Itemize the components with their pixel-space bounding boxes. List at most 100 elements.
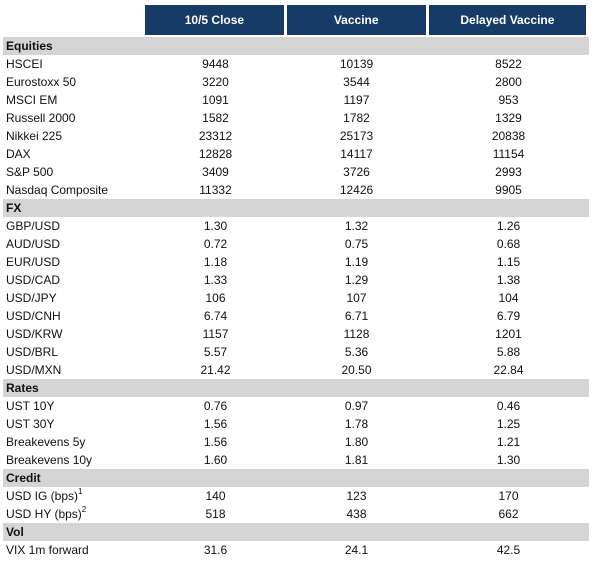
value-cell: 14117 bbox=[340, 147, 373, 161]
row-label-text: Breakevens 10y bbox=[6, 453, 93, 467]
value-cell: 107 bbox=[346, 291, 367, 305]
value-cell: 1.38 bbox=[496, 273, 521, 287]
column-header-vaccine: Vaccine bbox=[286, 5, 426, 35]
value-cell: 0.76 bbox=[203, 399, 228, 413]
value-cell: 5.88 bbox=[496, 345, 521, 359]
value-cell: 0.72 bbox=[203, 237, 228, 251]
value-cell: 6.71 bbox=[344, 309, 369, 323]
value-cell: 1.15 bbox=[496, 255, 521, 269]
table-row: UST 30Y 1.56 1.78 1.25 bbox=[3, 415, 589, 433]
value-cell: 104 bbox=[498, 291, 519, 305]
table-row: VIX 1m forward 31.6 24.1 42.5 bbox=[3, 541, 589, 559]
row-label: USD/MXN bbox=[3, 361, 146, 379]
value-cell: 3220 bbox=[202, 75, 229, 89]
table-row: USD/KRW 1157 1128 1201 bbox=[3, 325, 589, 343]
table-row: S&P 500 3409 3726 2993 bbox=[3, 163, 589, 181]
value-cell: 24.1 bbox=[344, 543, 369, 557]
value-cell: 1201 bbox=[495, 327, 522, 341]
row-label: AUD/USD bbox=[3, 235, 146, 253]
footnote-marker: 1 bbox=[78, 487, 83, 496]
row-label: Breakevens 5y bbox=[3, 433, 146, 451]
section-header-fx: FX bbox=[3, 199, 589, 217]
table-row: AUD/USD 0.72 0.75 0.68 bbox=[3, 235, 589, 253]
row-label-text: MSCI EM bbox=[6, 93, 58, 107]
value-cell: 0.68 bbox=[496, 237, 521, 251]
row-label: UST 30Y bbox=[3, 415, 146, 433]
row-label-text: Russell 2000 bbox=[6, 111, 76, 125]
row-label-text: AUD/USD bbox=[6, 237, 61, 251]
value-cell: 1.30 bbox=[203, 219, 228, 233]
row-label-text: USD/BRL bbox=[6, 345, 59, 359]
value-cell: 0.75 bbox=[344, 237, 369, 251]
value-cell: 1.56 bbox=[203, 417, 228, 431]
row-label-text: GBP/USD bbox=[6, 219, 61, 233]
section-header-vol: Vol bbox=[3, 523, 589, 541]
header-row: 10/5 Close Vaccine Delayed Vaccine bbox=[3, 5, 589, 35]
table-row: USD/BRL 5.57 5.36 5.88 bbox=[3, 343, 589, 361]
row-label: DAX bbox=[3, 145, 146, 163]
row-label: USD/CAD bbox=[3, 271, 146, 289]
value-cell: 0.46 bbox=[496, 399, 521, 413]
value-cell: 6.74 bbox=[203, 309, 228, 323]
value-cell: 25173 bbox=[339, 129, 374, 143]
value-cell: 6.79 bbox=[496, 309, 521, 323]
value-cell: 2800 bbox=[495, 75, 522, 89]
value-cell: 0.97 bbox=[344, 399, 369, 413]
row-label: USD HY (bps)2 bbox=[3, 505, 146, 523]
value-cell: 1091 bbox=[202, 93, 229, 107]
value-cell: 1.25 bbox=[496, 417, 521, 431]
value-cell: 42.5 bbox=[496, 543, 521, 557]
row-label-text: DAX bbox=[6, 147, 31, 161]
value-cell: 1197 bbox=[343, 93, 370, 107]
row-label: MSCI EM bbox=[3, 91, 146, 109]
row-label: USD/BRL bbox=[3, 343, 146, 361]
value-cell: 106 bbox=[205, 291, 226, 305]
table-row: Russell 2000 1582 1782 1329 bbox=[3, 109, 589, 127]
table-row: Eurostoxx 50 3220 3544 2800 bbox=[3, 73, 589, 91]
value-cell: 11332 bbox=[199, 183, 232, 197]
row-label-text: UST 30Y bbox=[6, 417, 55, 431]
table-row: USD/JPY 106 107 104 bbox=[3, 289, 589, 307]
table-row: DAX 12828 14117 11154 bbox=[3, 145, 589, 163]
value-cell: 1582 bbox=[202, 111, 229, 125]
section-header-rates: Rates bbox=[3, 379, 589, 397]
scenario-table: 10/5 Close Vaccine Delayed Vaccine Equit… bbox=[3, 5, 589, 559]
row-label-text: USD/KRW bbox=[6, 327, 63, 341]
value-cell: 3409 bbox=[202, 165, 229, 179]
value-cell: 12426 bbox=[339, 183, 374, 197]
value-cell: 662 bbox=[498, 507, 519, 521]
table-row: USD/CAD 1.33 1.29 1.38 bbox=[3, 271, 589, 289]
row-label: USD/CNH bbox=[3, 307, 146, 325]
value-cell: 123 bbox=[346, 489, 367, 503]
row-label: Eurostoxx 50 bbox=[3, 73, 146, 91]
row-label-text: EUR/USD bbox=[6, 255, 61, 269]
row-label-text: VIX 1m forward bbox=[6, 543, 89, 557]
row-label: Russell 2000 bbox=[3, 109, 146, 127]
row-label: Nasdaq Composite bbox=[3, 181, 146, 199]
value-cell: 1.81 bbox=[344, 453, 369, 467]
value-cell: 518 bbox=[205, 507, 226, 521]
row-label-text: HSCEI bbox=[6, 57, 43, 71]
header-blank-cell bbox=[3, 5, 143, 35]
value-cell: 438 bbox=[346, 507, 367, 521]
table-row: Nasdaq Composite 11332 12426 9905 bbox=[3, 181, 589, 199]
value-cell: 3544 bbox=[343, 75, 370, 89]
value-cell: 1157 bbox=[202, 327, 229, 341]
row-label-text: USD/CAD bbox=[6, 273, 61, 287]
table-row: Breakevens 5y 1.56 1.80 1.21 bbox=[3, 433, 589, 451]
section-header-equities: Equities bbox=[3, 37, 589, 55]
value-cell: 953 bbox=[498, 93, 519, 107]
value-cell: 1782 bbox=[343, 111, 370, 125]
row-label: Breakevens 10y bbox=[3, 451, 146, 469]
table-row: MSCI EM 1091 1197 953 bbox=[3, 91, 589, 109]
value-cell: 1.18 bbox=[203, 255, 228, 269]
value-cell: 11154 bbox=[492, 147, 525, 161]
footnote-marker: 2 bbox=[81, 505, 87, 514]
value-cell: 1.32 bbox=[344, 219, 369, 233]
table-body: Equities HSCEI 9448 10139 8522 Eurostoxx 50 32… bbox=[3, 37, 589, 559]
value-cell: 20838 bbox=[491, 129, 526, 143]
row-label-text: Eurostoxx 50 bbox=[6, 75, 77, 89]
value-cell: 21.42 bbox=[200, 363, 231, 377]
table-row: USD HY (bps)2 518 438 662 bbox=[3, 505, 589, 523]
row-label-text: USD/JPY bbox=[6, 291, 57, 305]
